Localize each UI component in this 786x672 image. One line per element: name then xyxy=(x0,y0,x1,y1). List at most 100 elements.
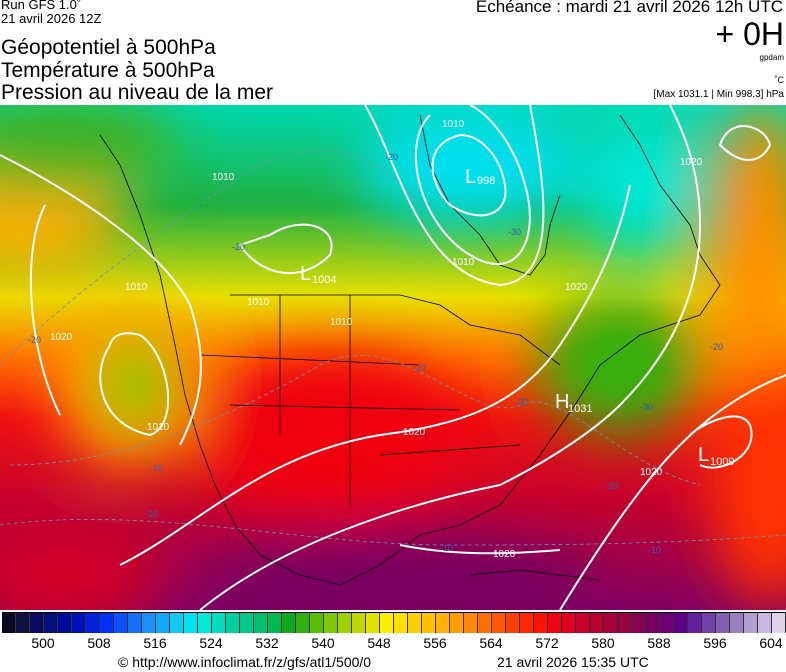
svg-text:-20: -20 xyxy=(385,152,398,162)
isotherms xyxy=(0,150,786,546)
colorbar-cell xyxy=(352,613,366,633)
copyright: © http://www.infoclimat.fr/z/gfs/atl1/50… xyxy=(118,654,372,670)
colorbar-label: 572 xyxy=(535,635,559,651)
high-1031: H 1031 xyxy=(555,391,592,415)
colorbar-cell xyxy=(716,613,730,633)
svg-text:-30: -30 xyxy=(508,227,521,237)
colorbar-cell xyxy=(604,613,618,633)
colorbar-cell xyxy=(394,613,408,633)
colorbar-label: 508 xyxy=(87,635,111,651)
svg-text:1009: 1009 xyxy=(710,456,734,468)
colorbar-cell xyxy=(520,613,534,633)
pressure-systems: L 998 L 1004 H 1031 L 1009 xyxy=(300,166,734,468)
colorbar-cell xyxy=(324,613,338,633)
temperature-field xyxy=(0,105,786,610)
colorbar-cell xyxy=(660,613,674,633)
unit-geopotential: gpdam xyxy=(759,53,784,62)
colorbar-cell xyxy=(450,613,464,633)
pressure-range: [Max 1031.1 | Min 998.3] hPa xyxy=(653,89,784,100)
svg-text:-20: -20 xyxy=(605,481,618,491)
svg-text:1010: 1010 xyxy=(125,282,148,293)
run-date: 21 avril 2026 12Z xyxy=(1,11,102,26)
colorbar-cell xyxy=(590,613,604,633)
title-geopotential: Géopotentiel à 500hPa xyxy=(1,36,216,59)
svg-text:1020: 1020 xyxy=(680,157,703,168)
colorbar-cell xyxy=(744,613,758,633)
colorbar-cell xyxy=(114,613,128,633)
colorbar-cell xyxy=(268,613,282,633)
isobars xyxy=(0,105,786,610)
colorbar-cell xyxy=(212,613,226,633)
svg-text:-10: -10 xyxy=(440,543,453,553)
title-pressure: Pression au niveau de la mer xyxy=(1,81,273,104)
colorbar-cell xyxy=(548,613,562,633)
svg-text:998: 998 xyxy=(477,175,495,187)
colorbar-label: 532 xyxy=(255,635,279,651)
colorbar-cell xyxy=(492,613,506,633)
colorbar-cell xyxy=(674,613,688,633)
svg-text:H: H xyxy=(555,391,569,413)
colorbar-cell xyxy=(338,613,352,633)
svg-text:1020: 1020 xyxy=(403,427,426,438)
colorbar-cell xyxy=(772,613,786,633)
isobar-labels: 1010 1010 1010 1010 1010 1020 1020 1020 … xyxy=(50,119,703,560)
svg-text:1031: 1031 xyxy=(568,403,592,415)
colorbar-label: 548 xyxy=(367,635,391,651)
colorbar-cell xyxy=(86,613,100,633)
svg-text:1010: 1010 xyxy=(330,317,353,328)
svg-text:1004: 1004 xyxy=(312,274,336,286)
svg-text:-20: -20 xyxy=(515,397,528,407)
svg-text:1020: 1020 xyxy=(565,282,588,293)
isotherm-labels: -20 -30 -20 -20 -20 -30 -20 -20 -10 -10 … xyxy=(28,152,723,555)
colorbar-cell xyxy=(44,613,58,633)
unit-temperature: ˚C xyxy=(774,75,785,85)
colorbar-cell xyxy=(730,613,744,633)
svg-text:1010: 1010 xyxy=(452,257,475,268)
colorbar-cell xyxy=(2,613,16,633)
colorbar-label: 556 xyxy=(423,635,447,651)
colorbar-cell xyxy=(254,613,268,633)
colorbar-label: 596 xyxy=(703,635,727,651)
colorbar-label: 604 xyxy=(759,635,783,651)
colorbar-cell xyxy=(198,613,212,633)
low-1009: L 1009 xyxy=(698,444,734,468)
colorbar-cell xyxy=(184,613,198,633)
colorbar-cell xyxy=(240,613,254,633)
colorbar-cell xyxy=(296,613,310,633)
colorbar-cell xyxy=(436,613,450,633)
colorbar-cell xyxy=(128,613,142,633)
colorbar-cell xyxy=(422,613,436,633)
colorbar-cell xyxy=(282,613,296,633)
colorbar-cell xyxy=(366,613,380,633)
colorbar-cell xyxy=(310,613,324,633)
colorbar-cell xyxy=(464,613,478,633)
colorbar-label: 580 xyxy=(591,635,615,651)
colorbar-cell xyxy=(758,613,772,633)
svg-text:L: L xyxy=(300,263,311,285)
svg-text:1020: 1020 xyxy=(50,332,73,343)
svg-text:-20: -20 xyxy=(28,335,41,345)
colorbar-cell xyxy=(226,613,240,633)
colorbar-cell xyxy=(534,613,548,633)
colorbar-cell xyxy=(478,613,492,633)
svg-text:-20: -20 xyxy=(232,242,245,252)
lead-time: + 0H xyxy=(715,16,784,52)
colorbar-label: 500 xyxy=(31,635,55,651)
colorbar-label: 564 xyxy=(479,635,503,651)
svg-text:L: L xyxy=(698,444,709,466)
svg-text:1020: 1020 xyxy=(640,467,663,478)
colorbar-cell xyxy=(702,613,716,633)
svg-text:-20: -20 xyxy=(150,463,163,473)
title-temperature: Température à 500hPa xyxy=(1,59,215,82)
colorbar-cell xyxy=(58,613,72,633)
colorbar-label: 524 xyxy=(199,635,223,651)
colorbar-labels: 500 508 516 524 532 540 548 556 564 572 580 588 596 6… xyxy=(0,635,786,653)
colorbar-cell xyxy=(16,613,30,633)
colorbar-cell xyxy=(646,613,660,633)
low-998: L 998 xyxy=(465,166,495,188)
colorbar-cell xyxy=(576,613,590,633)
svg-text:-20: -20 xyxy=(413,363,426,373)
colorbar-cell xyxy=(408,613,422,633)
colorbar-cell xyxy=(562,613,576,633)
svg-text:1010: 1010 xyxy=(442,119,465,130)
